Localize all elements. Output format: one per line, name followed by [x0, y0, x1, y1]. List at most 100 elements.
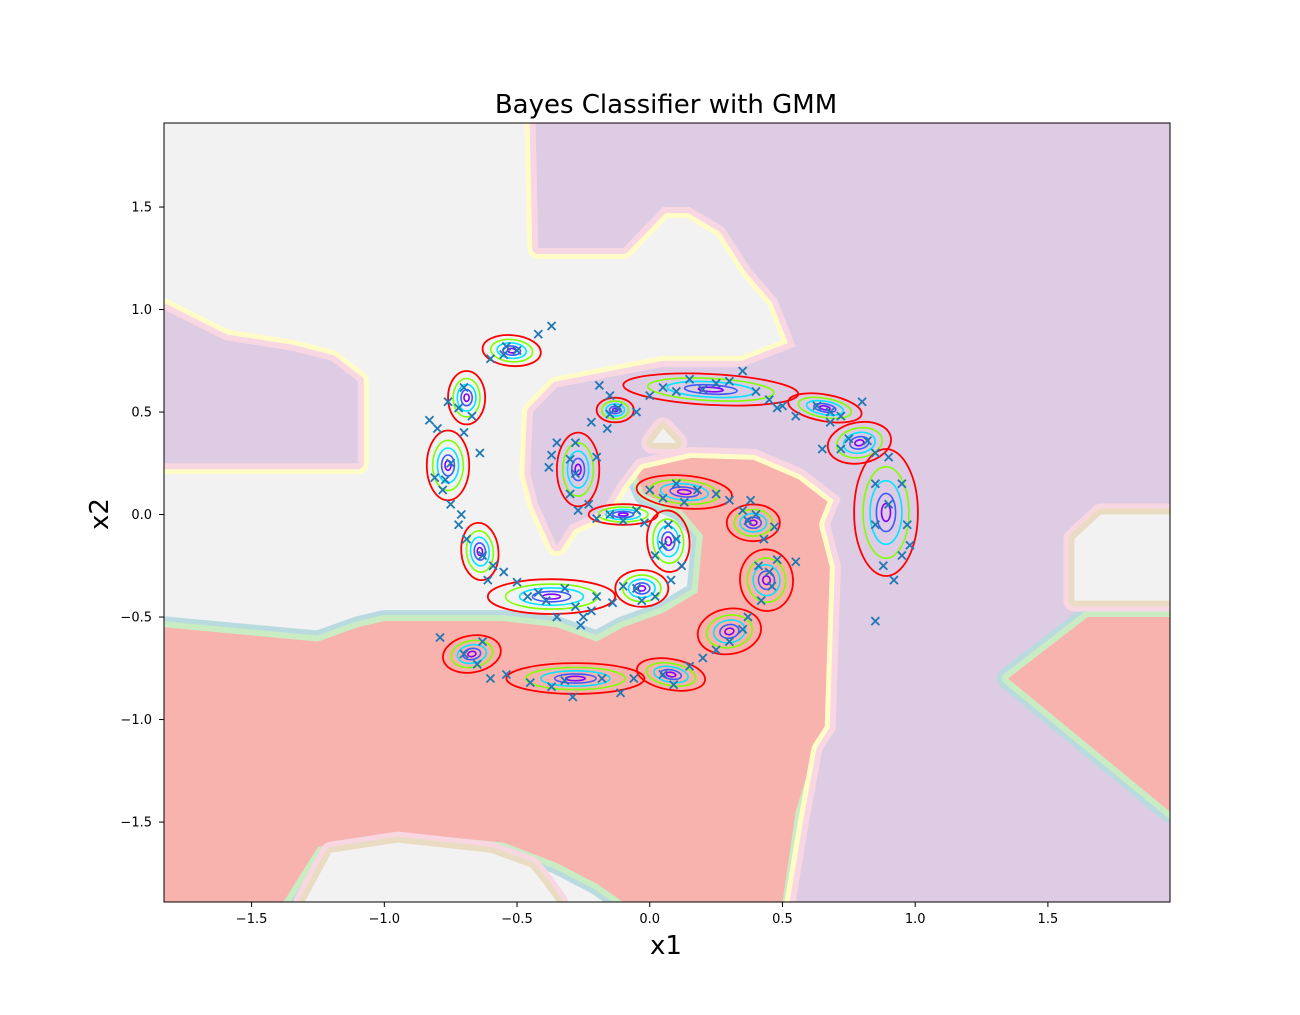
- contour-level-1: [452, 377, 481, 418]
- data-point: [902, 520, 912, 530]
- data-point: [658, 382, 668, 393]
- data-point: [658, 540, 668, 550]
- contour-level-4: [617, 512, 629, 517]
- data-point: [629, 673, 639, 684]
- contour-level-3: [719, 623, 740, 640]
- contour-level-4: [676, 488, 692, 496]
- data-point: [568, 692, 578, 702]
- contour-level-0: [486, 578, 617, 615]
- decision-region-gray: [304, 842, 557, 902]
- contour-level-2: [739, 512, 768, 533]
- contour-level-4: [818, 405, 831, 411]
- data-point: [836, 444, 846, 454]
- data-point: [605, 391, 615, 401]
- data-point: [560, 583, 570, 593]
- x-tick-label: −0.5: [501, 912, 533, 927]
- contour-level-3: [669, 486, 700, 498]
- y-tick-label: 1.0: [131, 303, 152, 318]
- data-point: [668, 680, 679, 690]
- data-point: [825, 407, 835, 417]
- contour-level-0: [447, 370, 487, 426]
- x-axis: −1.5 −1.0 −0.5 0.0 0.5 1.0 1.5: [236, 902, 1058, 927]
- data-point: [584, 499, 594, 509]
- data-point: [905, 540, 915, 550]
- data-points: [424, 321, 915, 702]
- data-point: [501, 341, 512, 352]
- x-tick-label: 1.5: [1038, 912, 1059, 927]
- data-point: [488, 561, 498, 571]
- contour-level-4: [697, 386, 724, 393]
- contour-level-2: [752, 564, 781, 597]
- plot-frame: [163, 122, 1171, 903]
- data-point: [658, 669, 668, 680]
- data-point: [485, 354, 496, 364]
- contour-level-2: [653, 665, 689, 684]
- data-point: [756, 596, 766, 606]
- contour-level-3: [757, 570, 776, 591]
- contour-level-4: [664, 536, 673, 547]
- data-point: [791, 557, 801, 567]
- gmm-component-2: [425, 429, 471, 502]
- data-point: [443, 397, 453, 407]
- data-point: [772, 403, 782, 413]
- data-point: [459, 427, 469, 438]
- contour-level-0: [555, 431, 601, 508]
- data-point: [825, 417, 835, 427]
- data-point: [631, 583, 642, 593]
- decision-region-purple: [530, 123, 1170, 902]
- contour-level-1: [524, 666, 626, 691]
- data-point: [523, 591, 533, 602]
- data-point: [560, 675, 570, 686]
- data-point: [897, 479, 907, 489]
- data-point: [541, 596, 551, 606]
- y-axis: −1.5 −1.0 −0.5 0.0 0.5 1.0 1.5: [120, 201, 164, 831]
- x-tick-label: −1.5: [236, 912, 268, 927]
- data-point: [483, 575, 493, 585]
- y-tick-label: 0.5: [131, 406, 152, 421]
- data-point: [738, 624, 748, 634]
- data-point: [884, 499, 894, 509]
- y-tick-label: 1.5: [131, 201, 152, 216]
- contour-level-1: [835, 426, 883, 459]
- contour-level-0: [481, 334, 542, 368]
- contour-level-4: [880, 502, 892, 523]
- data-point: [435, 632, 445, 643]
- contour-level-0: [826, 420, 892, 465]
- x-tick-label: 0.5: [772, 912, 793, 927]
- data-point: [552, 438, 562, 448]
- contour-level-2: [469, 536, 491, 567]
- contour-level-0: [614, 569, 670, 608]
- data-point: [857, 397, 867, 407]
- data-point: [698, 384, 708, 395]
- contour-level-0: [460, 521, 500, 582]
- contour-level-0: [646, 509, 691, 573]
- data-point: [724, 376, 735, 386]
- plot-area: [163, 122, 1171, 903]
- contour-level-0: [636, 657, 706, 692]
- contour-level-3: [683, 383, 738, 396]
- data-point: [578, 612, 589, 622]
- data-point: [711, 378, 721, 388]
- contour-level-3: [473, 542, 487, 561]
- contour-level-2: [518, 587, 585, 607]
- contour-level-1: [489, 338, 534, 363]
- contour-level-0: [739, 548, 794, 612]
- data-point: [764, 567, 774, 577]
- contour-level-4: [637, 585, 647, 592]
- data-point: [637, 596, 647, 606]
- data-point: [738, 505, 748, 516]
- data-point: [453, 520, 464, 530]
- gmm-component-4: [486, 578, 617, 615]
- data-point: [552, 612, 562, 622]
- data-point: [456, 509, 466, 520]
- contour-level-1: [431, 439, 465, 492]
- decision-region-red: [1008, 617, 1170, 812]
- data-point: [618, 516, 628, 526]
- data-point: [743, 612, 753, 622]
- data-point: [533, 587, 543, 598]
- data-point: [745, 495, 756, 505]
- y-tick-label: 0.0: [131, 508, 152, 523]
- data-point: [692, 485, 703, 495]
- data-point: [615, 688, 626, 698]
